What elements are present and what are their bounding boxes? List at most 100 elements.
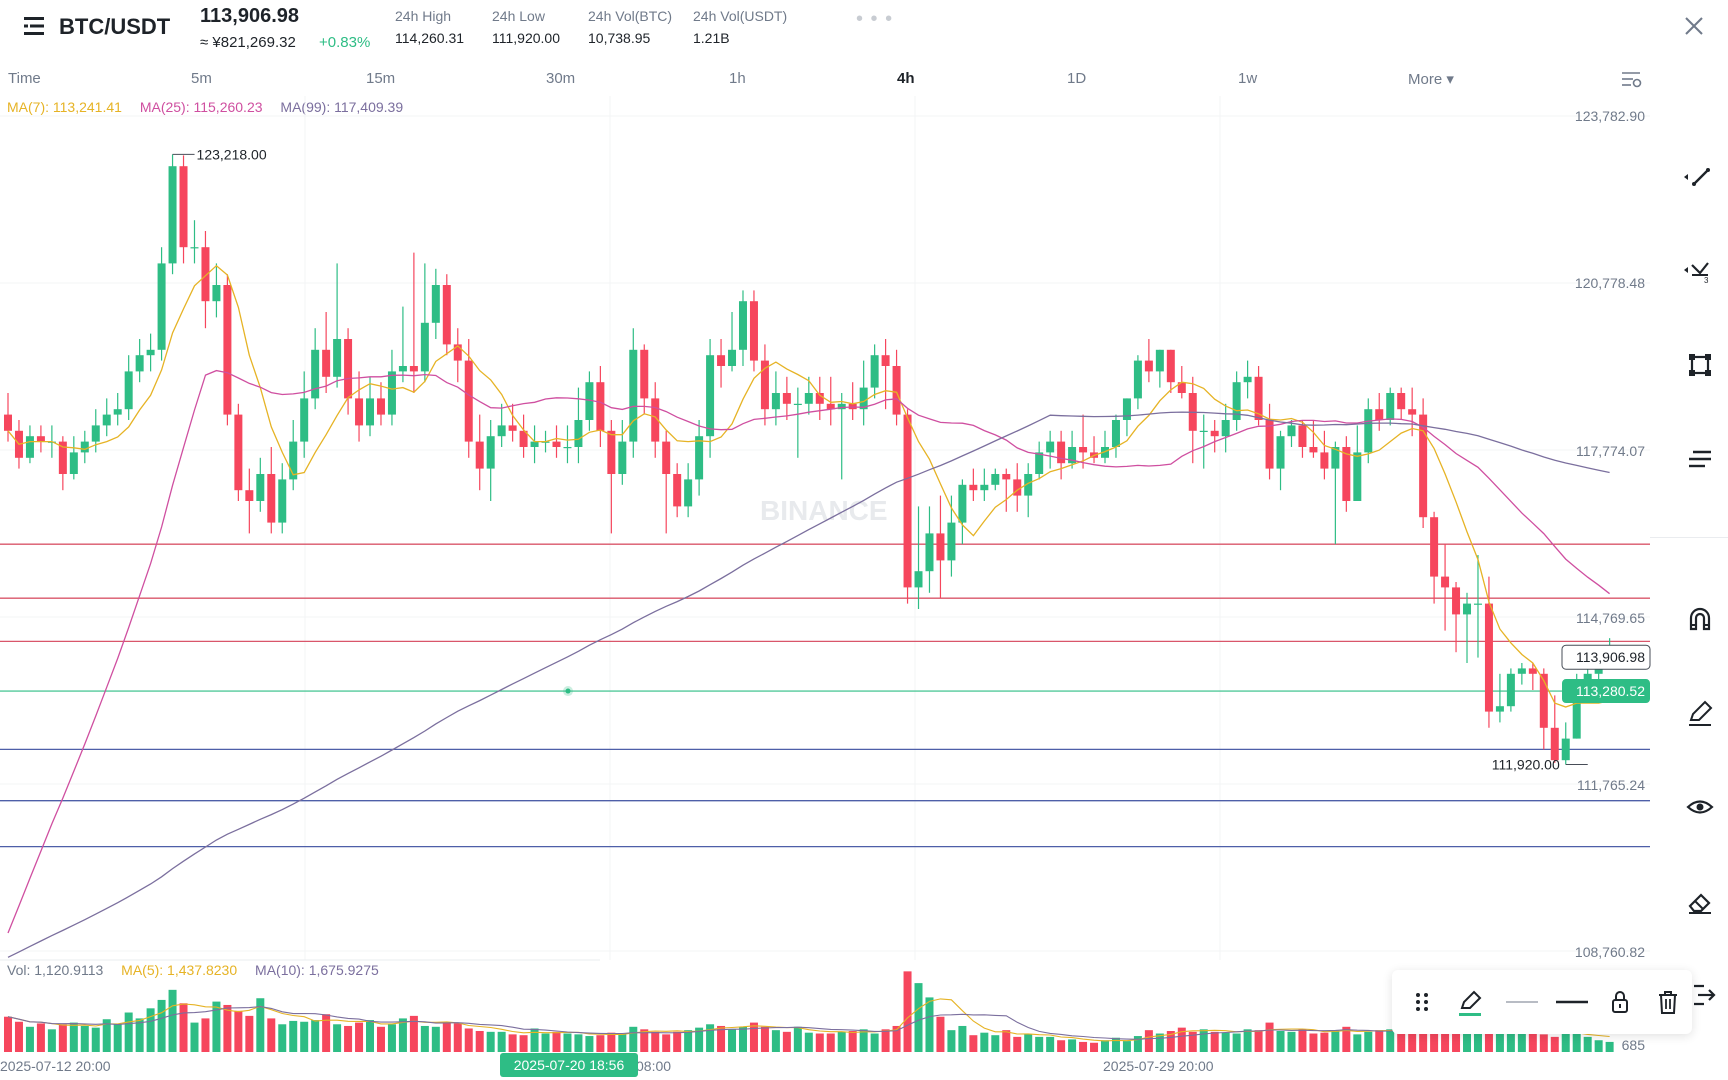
volume-bar <box>640 1029 649 1052</box>
volume-bar <box>673 1031 682 1052</box>
candle <box>1079 447 1088 453</box>
candle <box>1309 447 1318 453</box>
candle <box>826 403 835 410</box>
candle <box>585 382 594 420</box>
fib-tool-icon[interactable]: 3 <box>1682 255 1712 285</box>
candle <box>771 393 780 410</box>
tab-4h[interactable]: 4h <box>897 70 915 87</box>
volume-bar <box>596 1035 605 1052</box>
candle <box>596 382 605 431</box>
candle <box>980 484 989 491</box>
delete-icon[interactable] <box>1652 986 1684 1018</box>
candle <box>1605 657 1614 669</box>
pen-color-icon[interactable] <box>1454 986 1486 1018</box>
stat-value: 111,920.00 <box>492 30 560 46</box>
chart-settings-icon[interactable] <box>1620 68 1642 90</box>
ticker-header: BTC/USDT 113,906.98 ≈ ¥821,269.32 +0.83%… <box>0 0 1728 62</box>
price-axis-label: 114,769.65 <box>1576 610 1645 626</box>
watermark: BINANCE <box>760 495 888 526</box>
volume-bar <box>903 971 912 1052</box>
candle <box>1441 576 1450 588</box>
volume-bar <box>168 989 177 1052</box>
text-tool-icon[interactable] <box>1685 444 1715 474</box>
candle <box>1221 420 1230 437</box>
candle <box>903 414 912 588</box>
volume-bar <box>69 1022 78 1052</box>
volume-axis-label: 685 <box>1622 1037 1646 1053</box>
eraser-icon[interactable] <box>1685 886 1715 916</box>
price-axis-label: 120,778.48 <box>1575 275 1645 291</box>
candle <box>662 441 671 474</box>
line-thin-icon[interactable] <box>1502 986 1542 1018</box>
candle <box>113 409 122 415</box>
last-price: 113,906.98 <box>200 5 299 27</box>
volume-bar <box>157 999 166 1052</box>
magnet-icon[interactable] <box>1685 605 1715 635</box>
candle <box>14 430 23 458</box>
lock-icon[interactable] <box>1604 986 1636 1018</box>
x-axis-label: 2025-07-29 20:00 <box>1103 1058 1214 1074</box>
crosshair-time-label: 2025-07-20 18:56 <box>500 1053 638 1077</box>
price-axis-label: 111,765.24 <box>1577 777 1645 793</box>
candle <box>366 398 375 426</box>
volume-bar <box>311 1020 320 1052</box>
volume-bar <box>760 1026 769 1052</box>
tab-1w[interactable]: 1w <box>1238 70 1258 87</box>
volume-bar <box>815 1033 824 1052</box>
tab-5m[interactable]: 5m <box>191 70 212 87</box>
line-anchor-halo <box>563 686 573 697</box>
volume-bar <box>749 1022 758 1052</box>
line-thick-icon[interactable] <box>1552 986 1592 1018</box>
close-icon[interactable] <box>1680 12 1708 40</box>
tab-1d[interactable]: 1D <box>1067 70 1087 87</box>
more-stats-dots[interactable]: • • • <box>856 8 894 30</box>
volume-bar <box>804 1032 813 1052</box>
pair-symbol[interactable]: BTC/USDT <box>59 14 171 39</box>
volume-bar <box>190 1022 199 1052</box>
pencil-icon[interactable] <box>1685 698 1715 728</box>
candle <box>201 247 210 302</box>
candle <box>420 322 429 372</box>
candle <box>914 571 923 588</box>
stat-value: 1.21B <box>693 30 730 46</box>
current-price-badge <box>1561 644 1651 670</box>
candle <box>673 474 682 507</box>
candle <box>278 479 287 523</box>
volume-bar <box>344 1025 353 1052</box>
candle <box>607 430 616 474</box>
more-timeframes-button[interactable]: More ▾ <box>1408 71 1454 88</box>
candle <box>300 398 309 442</box>
volume-bar <box>212 1001 221 1052</box>
volume-bar <box>366 1020 375 1052</box>
volume-bar <box>771 1030 780 1052</box>
candle <box>1506 673 1515 707</box>
tab-15m[interactable]: 15m <box>366 70 396 87</box>
menu-icon[interactable] <box>24 14 48 38</box>
candle <box>1561 738 1570 761</box>
stat-24h-low: 24h Low 111,920.00 <box>492 8 560 46</box>
candle <box>1397 393 1406 410</box>
candle <box>409 366 418 372</box>
candle <box>1013 479 1022 496</box>
chart-grid <box>0 96 1650 961</box>
vol-ma5-value: MA(5): 1,437.8230 <box>121 962 238 978</box>
tab-1h[interactable]: 1h <box>729 70 746 87</box>
candle <box>58 441 67 474</box>
trend-line-tool-icon[interactable] <box>1682 162 1712 192</box>
volume-bar <box>1090 1042 1099 1052</box>
shape-tool-icon[interactable] <box>1685 350 1715 380</box>
volume-bar <box>541 1033 550 1052</box>
volume-bars <box>4 971 1614 1052</box>
exit-drawing-icon[interactable] <box>1690 980 1720 1010</box>
tab-time[interactable]: Time <box>8 70 41 87</box>
volume-bar <box>695 1027 704 1052</box>
tab-30m[interactable]: 30m <box>546 70 576 87</box>
volume-bar <box>201 1018 210 1052</box>
volume-bar <box>728 1029 737 1052</box>
candle <box>1177 382 1186 393</box>
eye-icon[interactable] <box>1685 792 1715 822</box>
drag-handle-icon[interactable] <box>1406 986 1438 1018</box>
ma99-value: MA(99): 117,409.39 <box>280 99 404 115</box>
candle <box>1002 474 1011 480</box>
